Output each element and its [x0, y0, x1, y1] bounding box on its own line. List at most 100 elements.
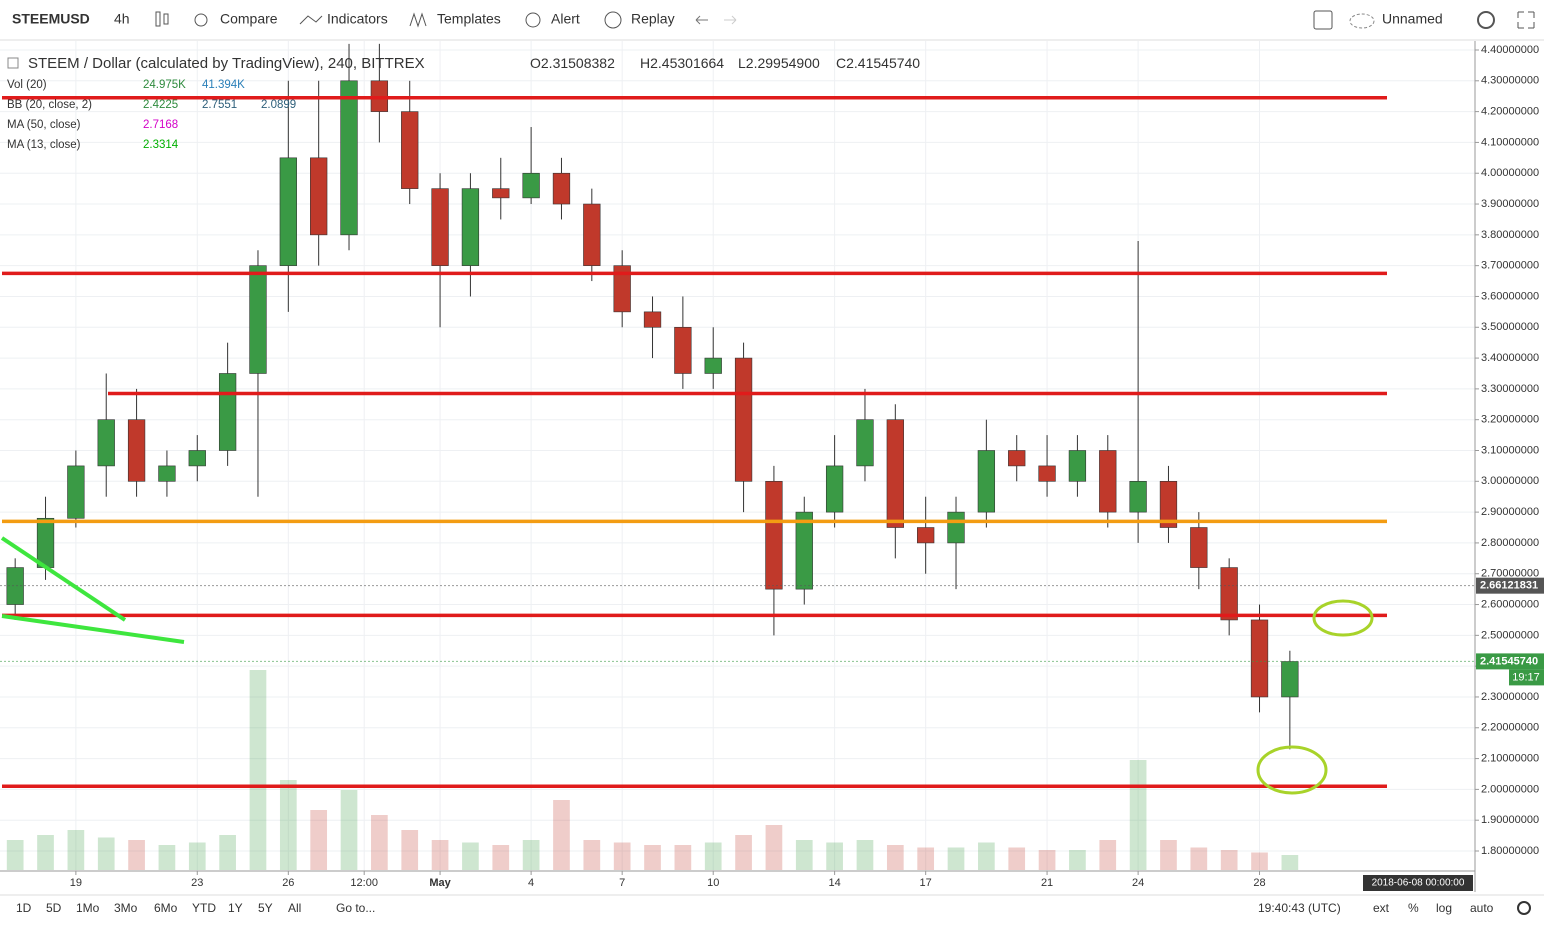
candle-body — [886, 419, 904, 528]
range-button[interactable]: 5Y — [258, 901, 273, 915]
interval[interactable]: 4h — [114, 11, 130, 27]
volume-bar — [249, 670, 267, 870]
fullscreen-toggle[interactable] — [1313, 10, 1333, 30]
range-button[interactable]: YTD — [192, 901, 216, 915]
candle-body — [583, 203, 601, 266]
candle-body — [67, 465, 85, 519]
ohlc-value: C2.41545740 — [836, 55, 920, 71]
price-tag — [1476, 653, 1544, 670]
range-button[interactable]: 1D — [16, 901, 32, 915]
ohlc-prefix: O — [530, 55, 541, 71]
alert-icon[interactable] — [525, 12, 541, 28]
indicator-value: 2.4225 — [143, 99, 178, 111]
scale-option[interactable]: ext — [1373, 901, 1390, 915]
y-tick-label: 2.80000000 — [1481, 537, 1539, 549]
scale-option[interactable]: % — [1408, 901, 1419, 915]
volume-bar — [310, 810, 328, 870]
y-tick-label: 3.30000000 — [1481, 383, 1539, 395]
volume-bar — [1008, 847, 1026, 870]
y-tick-label: 4.20000000 — [1481, 106, 1539, 118]
indicator-name: MA (13, close) — [7, 139, 81, 151]
redo-button[interactable] — [724, 15, 737, 25]
candle-body — [674, 326, 692, 374]
candle-body — [1281, 661, 1299, 698]
volume-bar — [856, 840, 874, 870]
chart-settings[interactable] — [1517, 901, 1531, 915]
y-tick-label: 2.10000000 — [1481, 752, 1539, 764]
ohlc-prefix: L — [738, 55, 746, 71]
range-button[interactable]: 1Mo — [76, 901, 100, 915]
volume-bar — [522, 840, 540, 870]
x-tick-label: 7 — [619, 877, 625, 889]
ohlc-prefix: C — [836, 55, 846, 71]
volume-bar — [553, 800, 570, 870]
x-tick-label: 17 — [920, 877, 932, 889]
candle-body — [1038, 465, 1056, 482]
volume-bar — [401, 830, 419, 870]
range-button[interactable]: 3Mo — [114, 901, 138, 915]
candle-body — [1190, 527, 1208, 568]
range-button[interactable]: All — [288, 901, 301, 915]
scale-option[interactable]: log — [1436, 901, 1452, 915]
candle-body — [431, 188, 449, 266]
templates-icon[interactable] — [409, 12, 427, 28]
y-tick-label: 3.60000000 — [1481, 290, 1539, 302]
price-tag-label: 2.66121831 — [1480, 580, 1538, 592]
volume-bar — [97, 837, 115, 870]
layout-name[interactable]: Unnamed — [1382, 11, 1443, 27]
y-tick-label: 2.60000000 — [1481, 598, 1539, 610]
volume-bar — [1129, 760, 1147, 870]
alert-button[interactable]: Alert — [551, 11, 580, 27]
collapse-button[interactable] — [7, 57, 19, 69]
indicator-value: 41.394K — [202, 79, 245, 91]
indicators-icon[interactable] — [299, 15, 323, 25]
volume-bar — [826, 842, 843, 870]
symbol[interactable]: STEEMUSD — [12, 11, 90, 27]
compare-button[interactable]: Compare — [220, 11, 278, 27]
candle-body — [1099, 450, 1117, 513]
settings-icon[interactable] — [1477, 11, 1495, 29]
volume-bar — [917, 847, 935, 870]
x-tick-label: 24 — [1132, 877, 1144, 889]
candle-body — [734, 357, 753, 482]
date-tag-label: 2018-06-08 00:00:00 — [1372, 878, 1465, 889]
candle-body — [765, 481, 783, 590]
range-button[interactable]: 5D — [46, 901, 62, 915]
candle-body — [1068, 450, 1087, 482]
candle-body — [279, 157, 297, 266]
volume-bar — [583, 840, 601, 870]
scale-option[interactable]: auto — [1470, 901, 1494, 915]
indicator-value: 24.975K — [143, 79, 186, 91]
candle-body — [917, 527, 935, 544]
candle-body — [704, 357, 722, 374]
indicator-value: 2.7168 — [143, 119, 178, 131]
separator: , — [353, 55, 361, 72]
volume-bar — [795, 840, 813, 870]
ohlc-number: 2.31508382 — [541, 55, 615, 71]
plot-area — [0, 41, 1475, 871]
undo-button[interactable] — [695, 15, 708, 25]
candle-body — [552, 172, 571, 205]
compare-icon[interactable] — [194, 13, 208, 27]
replay-button[interactable]: Replay — [631, 11, 675, 27]
volume-bar — [1160, 840, 1177, 870]
candle-body — [825, 465, 844, 513]
series-title-part: BITTREX — [361, 55, 424, 72]
templates-button[interactable]: Templates — [437, 11, 501, 27]
expand-icon[interactable] — [1517, 11, 1535, 29]
trend-line — [1, 614, 185, 644]
countdown-label: 19:17 — [1512, 671, 1540, 683]
volume-bar — [128, 840, 145, 870]
volume-bar — [1251, 852, 1268, 870]
indicator-value: 2.7551 — [202, 99, 237, 111]
indicators-button[interactable]: Indicators — [327, 11, 388, 27]
range-button[interactable]: 6Mo — [154, 901, 178, 915]
goto-button[interactable]: Go to... — [336, 901, 375, 915]
volume-bar — [67, 830, 85, 870]
y-tick-label: 3.20000000 — [1481, 414, 1539, 426]
replay-icon[interactable] — [604, 11, 622, 29]
range-button[interactable]: 1Y — [228, 901, 243, 915]
y-tick-label: 3.80000000 — [1481, 229, 1539, 241]
candle-style-icon[interactable] — [155, 11, 169, 27]
cloud-icon[interactable] — [1349, 13, 1375, 29]
